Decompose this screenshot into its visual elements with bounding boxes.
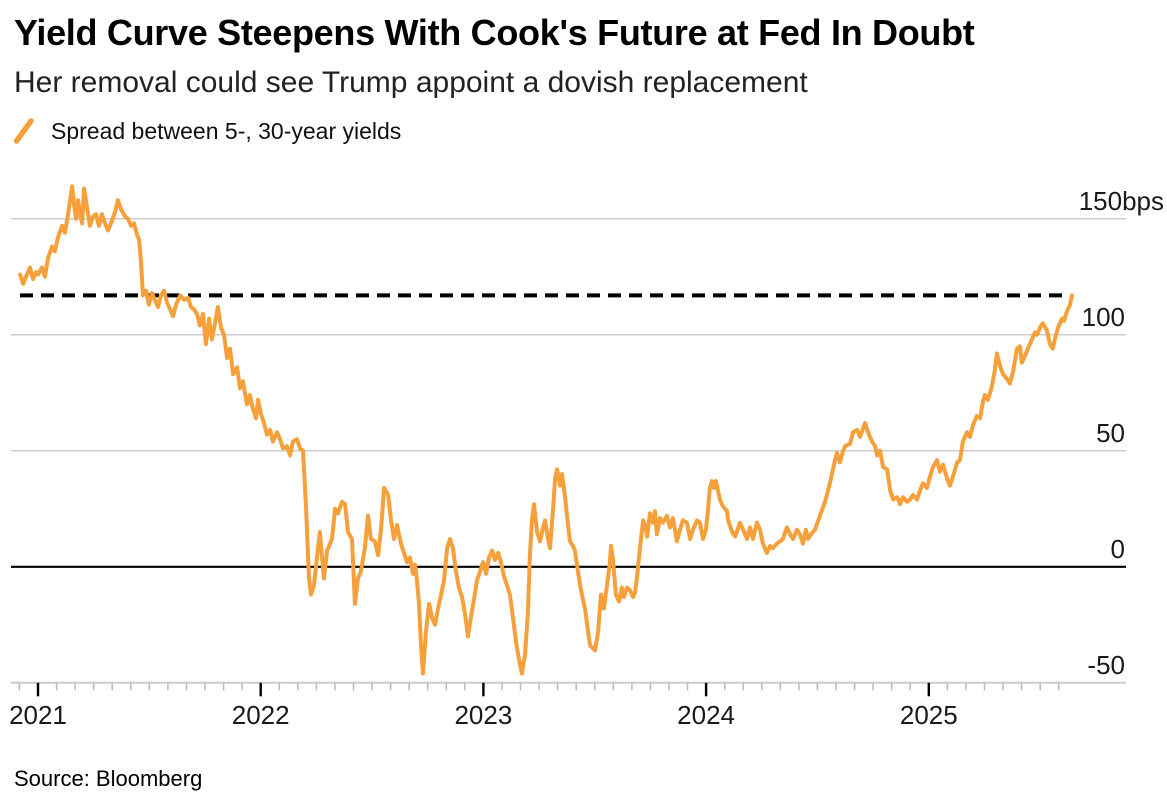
y-axis-label-0: 0 bbox=[1110, 533, 1125, 564]
x-axis-label-2023: 2023 bbox=[454, 700, 513, 730]
legend: Spread between 5-, 30-year yields bbox=[13, 117, 401, 145]
x-axis-label-2022: 2022 bbox=[231, 700, 290, 730]
y-axis-label--50: -50 bbox=[1087, 649, 1125, 680]
x-axis-label-2024: 2024 bbox=[677, 700, 736, 730]
page-title: Yield Curve Steepens With Cook's Future … bbox=[14, 12, 975, 53]
legend-line-marker-icon bbox=[13, 118, 34, 144]
x-axis-label-2025: 2025 bbox=[899, 700, 958, 730]
y-axis-label-150: 150bps bbox=[1078, 185, 1164, 216]
page-subtitle: Her removal could see Trump appoint a do… bbox=[14, 66, 808, 99]
y-axis-label-50: 50 bbox=[1096, 417, 1125, 448]
y-axis-label-100: 100 bbox=[1081, 301, 1125, 332]
legend-label: Spread between 5-, 30-year yields bbox=[51, 117, 402, 144]
x-axis-label-2021: 2021 bbox=[9, 700, 67, 730]
source-note: Source: Bloomberg bbox=[14, 766, 203, 791]
spread-line-series bbox=[18, 184, 1074, 676]
